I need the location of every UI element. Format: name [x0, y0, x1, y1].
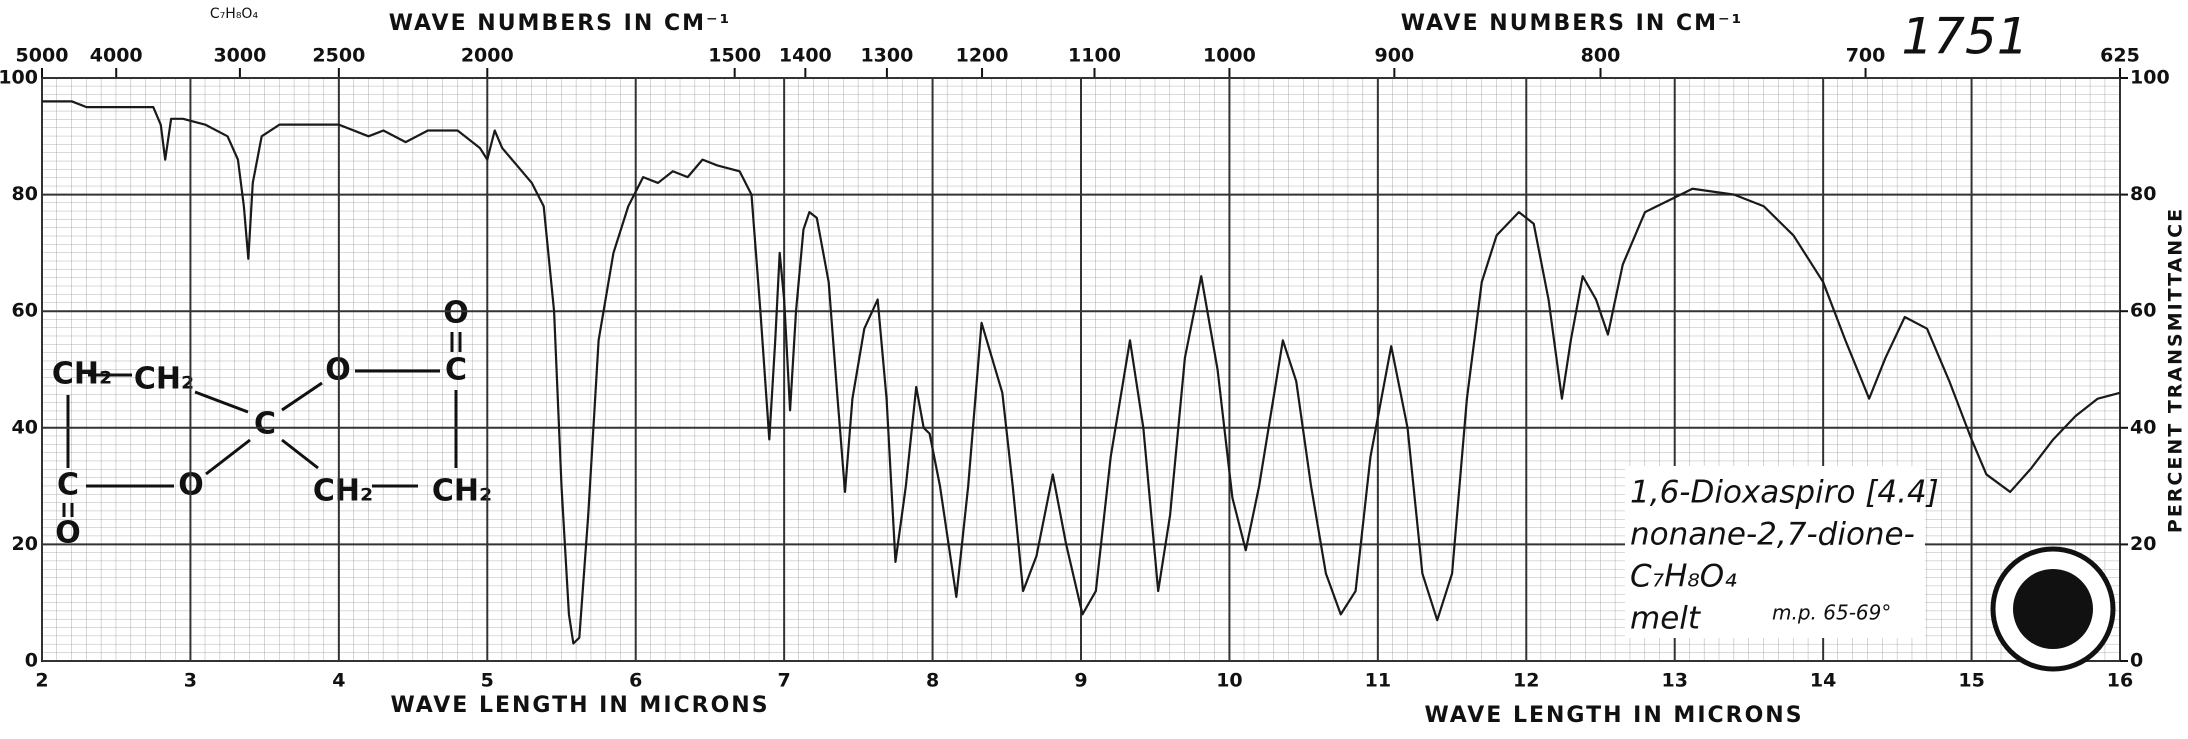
x-tick-label: 16 [2107, 670, 2133, 692]
x-axis-title: WAVE LENGTH IN MICRONS [390, 693, 769, 718]
x-tick-label: 6 [629, 670, 642, 692]
x2-tick-label: 4000 [90, 45, 143, 67]
atom-label: O [443, 296, 469, 331]
x-tick-label: 8 [926, 670, 939, 692]
x2-tick-label: 1100 [1068, 45, 1121, 67]
x2-axis-title: WAVE NUMBERS IN CM⁻¹ [389, 11, 731, 36]
logo [1990, 546, 2116, 672]
x-tick-label: 2 [35, 670, 48, 692]
bond [281, 438, 319, 470]
atom-label: C [57, 468, 79, 503]
y2-tick-label: 40 [2130, 416, 2156, 438]
x2-axis-title: WAVE NUMBERS IN CM⁻¹ [1401, 11, 1743, 36]
x2-tick-label: 3000 [213, 45, 266, 67]
y-tick-label: 60 [12, 300, 38, 322]
x-tick-label: 12 [1513, 670, 1539, 692]
y-axis-title: PERCENT TRANSMITTANCE [2165, 207, 2187, 533]
atom-label: CH₂ [134, 362, 194, 397]
x-tick-label: 3 [184, 670, 197, 692]
x-tick-label: 7 [778, 670, 791, 692]
structure [62, 332, 462, 517]
annotation: melt [1630, 601, 1702, 637]
atom-label: CH₂ [313, 474, 373, 509]
spectrum-line [42, 100, 2121, 645]
y2-tick-label: 80 [2130, 183, 2156, 205]
atom-label: C [254, 407, 276, 442]
annotation: 1,6-Dioxaspiro [4.4] [1630, 475, 1939, 511]
x2-tick-label: 1300 [860, 45, 913, 67]
y2-tick-label: 100 [2130, 67, 2170, 89]
y2-tick-label: 0 [2130, 650, 2143, 672]
x2-tick-label: 5000 [16, 45, 69, 67]
y2-tick-label: 20 [2130, 533, 2156, 555]
x-tick-label: 4 [332, 670, 345, 692]
x2-tick-label: 1400 [779, 45, 832, 67]
x2-tick-label: 2000 [461, 45, 514, 67]
x2-tick-label: 2500 [312, 45, 365, 67]
bond [281, 381, 323, 412]
bond [194, 390, 249, 414]
bond [205, 438, 251, 476]
y-tick-label: 0 [25, 650, 38, 672]
x-tick-label: 14 [1810, 670, 1836, 692]
x-tick-label: 10 [1216, 670, 1242, 692]
logo-core [2013, 569, 2093, 649]
atom-label: CH₂ [52, 357, 112, 392]
annotation-box [1625, 466, 1925, 638]
x2-tick-label: 625 [2100, 45, 2140, 67]
y-tick-label: 100 [0, 67, 38, 89]
x2-tick-label: 1000 [1203, 45, 1256, 67]
spectrum-number: 1751 [1901, 8, 2028, 66]
annotation: m.p. 65-69° [1772, 601, 1891, 625]
x2-tick-label: 800 [1581, 45, 1621, 67]
y-tick-label: 40 [12, 416, 38, 438]
atom-label: CH₂ [432, 474, 492, 509]
y-tick-label: 80 [12, 183, 38, 205]
x-tick-label: 5 [481, 670, 494, 692]
x2-tick-label: 1500 [708, 45, 761, 67]
annotation: nonane-2,7-dione- [1630, 517, 1915, 553]
atom-label: C [445, 353, 467, 388]
annotation: C₇H₈O₄ [1630, 559, 1737, 595]
x-tick-label: 9 [1074, 670, 1087, 692]
x-tick-label: 15 [1958, 670, 1984, 692]
x-tick-label: 11 [1365, 670, 1391, 692]
x2-tick-label: 700 [1846, 45, 1886, 67]
x-tick-label: 13 [1661, 670, 1687, 692]
y2-tick-label: 60 [2130, 300, 2156, 322]
x-axis-title: WAVE LENGTH IN MICRONS [1424, 703, 1803, 728]
y-tick-label: 20 [12, 533, 38, 555]
x2-tick-label: 1200 [956, 45, 1009, 67]
x2-tick-label: 900 [1375, 45, 1415, 67]
formula-top: C₇H₈O₄ [210, 6, 259, 22]
